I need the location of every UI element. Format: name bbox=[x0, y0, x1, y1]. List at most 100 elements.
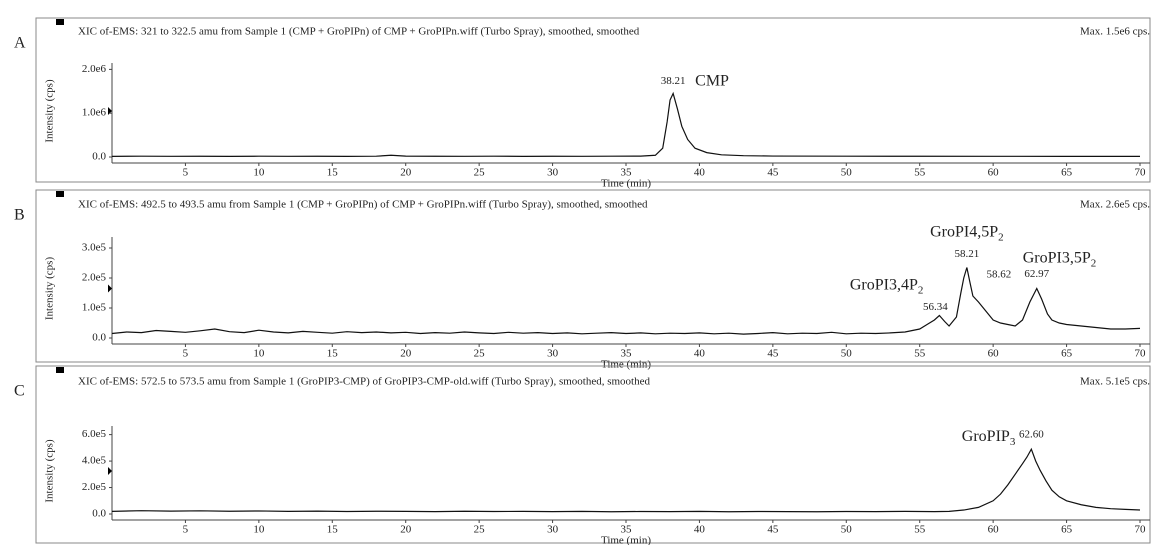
panel-label: C bbox=[14, 383, 25, 400]
compound-subscript: 2 bbox=[918, 284, 924, 296]
x-tick-label: 30 bbox=[547, 167, 559, 179]
compound-label: CMP bbox=[695, 72, 729, 89]
compound-label: GroPI3,4P2 bbox=[850, 276, 924, 296]
trace-line bbox=[111, 267, 1141, 335]
x-tick-label: 30 bbox=[547, 524, 559, 536]
x-tick-label: 30 bbox=[547, 348, 559, 360]
peak-time-label: 58.21 bbox=[954, 248, 979, 260]
y-axis-label: Intensity (cps) bbox=[44, 439, 56, 503]
peak-time-label: 62.60 bbox=[1019, 429, 1044, 441]
y-tick-label: 1.0e6 bbox=[82, 107, 107, 119]
x-tick-label: 50 bbox=[841, 524, 853, 536]
compound-label: GroPI3,5P2 bbox=[1023, 249, 1097, 269]
marker-square bbox=[56, 19, 64, 25]
compound-label: GroPI4,5P2 bbox=[930, 223, 1004, 243]
x-tick-label: 70 bbox=[1135, 348, 1147, 360]
x-tick-label: 25 bbox=[474, 167, 486, 179]
x-tick-label: 55 bbox=[914, 524, 926, 536]
max-label: Max. 1.5e6 cps. bbox=[1080, 26, 1150, 38]
y-axis-label: Intensity (cps) bbox=[44, 257, 56, 321]
x-tick-label: 25 bbox=[474, 524, 486, 536]
y-tick-label: 2.0e6 bbox=[82, 63, 107, 75]
panel-title: XIC of-EMS: 492.5 to 493.5 amu from Samp… bbox=[78, 199, 648, 211]
y-axis-arrow bbox=[108, 284, 112, 293]
x-tick-label: 10 bbox=[253, 524, 265, 536]
peak-time-label: 38.21 bbox=[661, 75, 686, 87]
max-label: Max. 5.1e5 cps. bbox=[1080, 376, 1150, 388]
y-tick-label: 0.0 bbox=[92, 508, 106, 520]
compound-name: GroPI4,5P bbox=[930, 223, 998, 240]
marker-square bbox=[56, 191, 64, 197]
x-tick-label: 60 bbox=[988, 348, 1000, 360]
y-tick-label: 2.0e5 bbox=[82, 272, 107, 284]
x-tick-label: 50 bbox=[841, 167, 853, 179]
x-tick-label: 45 bbox=[767, 348, 779, 360]
compound-label: GroPIP3 bbox=[962, 428, 1016, 448]
x-tick-label: 50 bbox=[841, 348, 853, 360]
y-axis-label: Intensity (cps) bbox=[44, 79, 56, 143]
x-tick-label: 55 bbox=[914, 348, 926, 360]
x-tick-label: 20 bbox=[400, 524, 412, 536]
trace-line bbox=[111, 447, 1141, 513]
x-tick-label: 5 bbox=[183, 167, 189, 179]
panel-label: B bbox=[14, 207, 25, 224]
x-tick-label: 15 bbox=[327, 167, 339, 179]
y-tick-label: 4.0e5 bbox=[82, 455, 107, 467]
compound-name: GroPIP bbox=[962, 428, 1010, 445]
x-axis-label: Time (min) bbox=[601, 359, 651, 371]
marker-square bbox=[56, 367, 64, 373]
compound-subscript: 3 bbox=[1010, 436, 1016, 448]
peak-time-label: 56.34 bbox=[923, 301, 948, 313]
x-tick-label: 65 bbox=[1061, 167, 1073, 179]
x-tick-label: 35 bbox=[621, 348, 633, 360]
peak-time-label: 62.97 bbox=[1024, 268, 1049, 280]
y-tick-label: 0.0 bbox=[92, 151, 106, 163]
x-tick-label: 45 bbox=[767, 524, 779, 536]
x-tick-label: 40 bbox=[694, 348, 706, 360]
panel-label: A bbox=[14, 35, 26, 52]
x-tick-label: 70 bbox=[1135, 524, 1147, 536]
compound-subscript: 2 bbox=[1091, 257, 1097, 269]
y-tick-label: 1.0e5 bbox=[82, 302, 107, 314]
x-tick-label: 20 bbox=[400, 167, 412, 179]
x-tick-label: 25 bbox=[474, 348, 486, 360]
panel-title: XIC of-EMS: 572.5 to 573.5 amu from Samp… bbox=[78, 376, 650, 388]
x-tick-label: 10 bbox=[253, 167, 265, 179]
y-tick-label: 0.0 bbox=[92, 332, 106, 344]
x-tick-label: 40 bbox=[694, 167, 706, 179]
y-tick-label: 6.0e5 bbox=[82, 428, 107, 440]
panel-frame bbox=[35, 17, 1151, 183]
panel-frame bbox=[35, 189, 1151, 363]
y-tick-label: 3.0e5 bbox=[82, 242, 107, 254]
x-axis-label: Time (min) bbox=[601, 535, 651, 545]
x-tick-label: 70 bbox=[1135, 167, 1147, 179]
compound-subscript: 2 bbox=[998, 231, 1004, 243]
peak-time-label: 58.62 bbox=[987, 269, 1012, 281]
panel-title: XIC of-EMS: 321 to 322.5 amu from Sample… bbox=[78, 26, 640, 38]
max-label: Max. 2.6e5 cps. bbox=[1080, 199, 1150, 211]
x-tick-label: 5 bbox=[183, 348, 189, 360]
x-tick-label: 15 bbox=[327, 524, 339, 536]
trace-line bbox=[111, 91, 1140, 157]
x-tick-label: 40 bbox=[694, 524, 706, 536]
x-tick-label: 35 bbox=[621, 167, 633, 179]
x-tick-label: 55 bbox=[914, 167, 926, 179]
x-tick-label: 60 bbox=[988, 167, 1000, 179]
compound-name: CMP bbox=[695, 72, 729, 89]
y-axis-arrow bbox=[108, 467, 112, 475]
x-axis-label: Time (min) bbox=[601, 178, 651, 190]
x-tick-label: 35 bbox=[621, 524, 633, 536]
x-tick-label: 20 bbox=[400, 348, 412, 360]
x-tick-label: 65 bbox=[1061, 348, 1073, 360]
x-tick-label: 10 bbox=[253, 348, 265, 360]
compound-name: GroPI3,4P bbox=[850, 276, 918, 293]
x-tick-label: 5 bbox=[183, 524, 189, 536]
y-tick-label: 2.0e5 bbox=[82, 481, 107, 493]
x-tick-label: 65 bbox=[1061, 524, 1073, 536]
compound-name: GroPI3,5P bbox=[1023, 249, 1091, 266]
y-axis-arrow bbox=[108, 107, 112, 115]
x-tick-label: 15 bbox=[327, 348, 339, 360]
x-tick-label: 45 bbox=[767, 167, 779, 179]
panel-frame bbox=[35, 365, 1151, 544]
